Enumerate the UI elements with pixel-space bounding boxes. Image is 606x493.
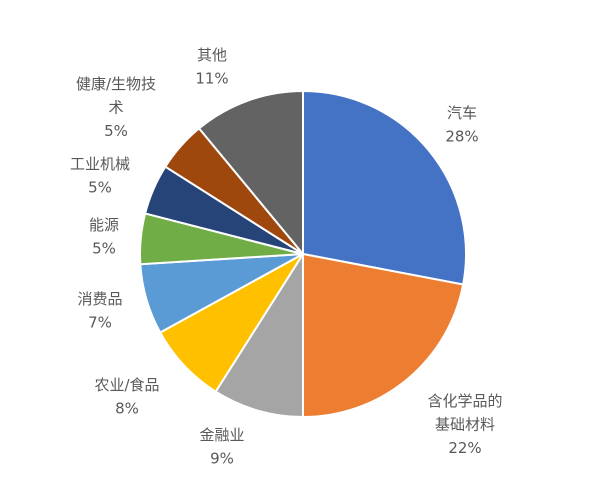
data-label-name: 工业机械	[70, 155, 130, 173]
data-label: 其他 11%	[195, 46, 228, 88]
data-label-name: 健康/生物技	[76, 75, 156, 93]
data-label-value: 9%	[210, 450, 234, 468]
data-label: 含化学品的基础材料 22%	[427, 392, 502, 457]
data-label: 农业/食品 8%	[94, 376, 159, 418]
data-label-value: 5%	[104, 122, 128, 140]
data-label-name: 金融业	[199, 426, 244, 444]
data-label: 能源 5%	[89, 216, 119, 258]
data-label-value: 7%	[88, 314, 112, 332]
data-label: 健康/生物技术 5%	[76, 75, 156, 140]
data-label-name: 消费品	[77, 290, 122, 308]
data-label-value: 28%	[445, 128, 478, 146]
data-label-value: 5%	[92, 240, 116, 258]
data-label-name: 能源	[89, 216, 119, 234]
data-label-value: 11%	[195, 70, 228, 88]
data-label-name: 其他	[197, 46, 227, 64]
data-label: 汽车 28%	[445, 104, 478, 146]
data-label: 消费品 7%	[77, 290, 122, 332]
data-label-value: 5%	[88, 179, 112, 197]
data-label-name: 汽车	[447, 104, 477, 122]
data-label-name: 含化学品的	[427, 392, 502, 410]
data-label: 金融业 9%	[199, 426, 244, 468]
pie-slice	[197, 89, 304, 257]
data-label: 工业机械 5%	[70, 155, 130, 197]
pie-slice	[302, 89, 467, 286]
data-label-value: 22%	[448, 439, 481, 457]
pie-slice	[302, 252, 465, 419]
pie-slice	[214, 250, 304, 419]
data-label-value: 8%	[115, 400, 139, 418]
data-label-name: 农业/食品	[94, 376, 159, 394]
data-label-name: 基础材料	[435, 416, 495, 434]
data-label-name: 术	[108, 99, 123, 117]
